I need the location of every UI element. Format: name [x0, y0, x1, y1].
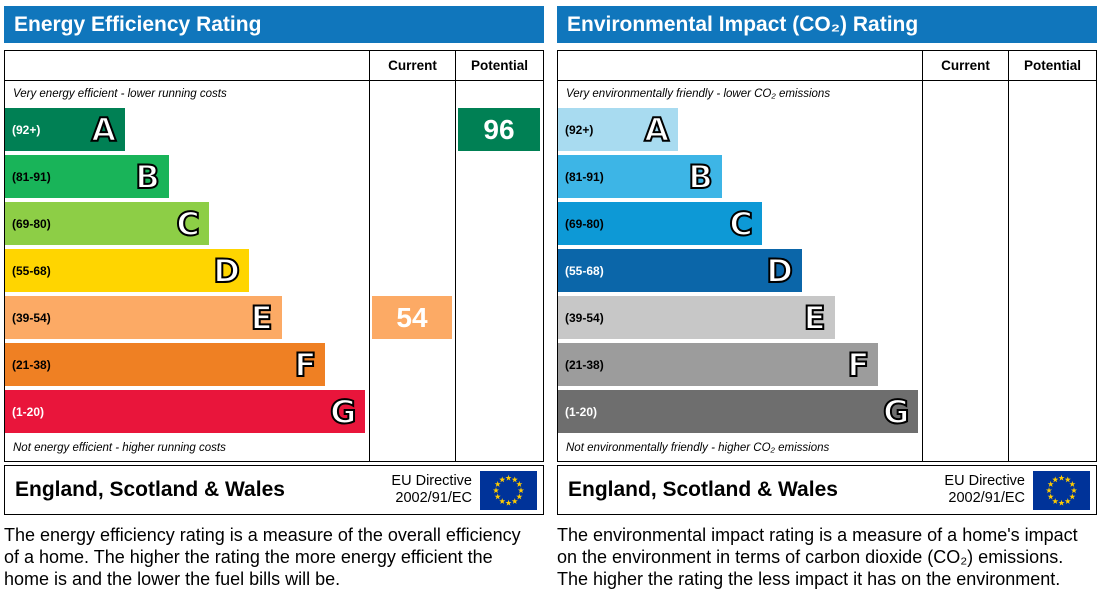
band-bar-b: (81-91) B [5, 155, 169, 198]
band-letter: A [643, 110, 670, 149]
band-letter: D [765, 251, 794, 290]
potential-rating-indicator: 96 [458, 108, 540, 151]
band-letter: C [728, 204, 754, 243]
band-letter: F [293, 345, 317, 384]
band-letter: C [175, 204, 201, 243]
chart-header-spacer [5, 51, 369, 81]
band-range: (69-80) [565, 216, 604, 231]
band-row-e: (39-54) E [558, 294, 922, 341]
energy-efficiency-panel: Energy Efficiency Rating Current Potenti… [4, 6, 544, 590]
band-range: (55-68) [565, 263, 604, 278]
band-range: (39-54) [565, 310, 604, 325]
band-range: (69-80) [12, 216, 51, 231]
potential-column-header: Potential [1008, 51, 1096, 81]
current-column-header: Current [922, 51, 1008, 81]
band-letter: E [250, 298, 274, 337]
band-bar-f: (21-38) F [5, 343, 326, 386]
band-letter: F [846, 345, 870, 384]
band-row-d: (55-68) D [5, 247, 369, 294]
band-bar-e: (39-54) E [5, 296, 282, 339]
band-bar-g: (1-20) G [558, 390, 919, 433]
bottom-note: Not environmentally friendly - higher CO… [566, 442, 830, 454]
environmental-panel-title: Environmental Impact (CO₂) Rating [557, 6, 1097, 43]
band-bar-a: (92+) A [558, 108, 679, 151]
bottom-note: Not energy efficient - higher running co… [13, 442, 226, 454]
eu-flag-icon [480, 470, 537, 510]
band-range: (81-91) [565, 169, 604, 184]
band-range: (92+) [565, 122, 594, 137]
potential-column-divider [1008, 81, 1096, 461]
potential-rating-value: 96 [483, 113, 515, 145]
band-row-f: (21-38) F [558, 341, 922, 388]
band-row-c: (69-80) C [5, 200, 369, 247]
band-row-e: (39-54) E [5, 294, 369, 341]
band-letter: D [212, 251, 241, 290]
band-row-a: (92+) A [5, 106, 369, 153]
region-label: England, Scotland & Wales [15, 478, 285, 501]
band-range: (81-91) [12, 169, 51, 184]
chart-footer: England, Scotland & Wales EU Directive 2… [4, 465, 544, 515]
region-label: England, Scotland & Wales [568, 478, 838, 501]
band-row-b: (81-91) B [5, 153, 369, 200]
band-row-f: (21-38) F [5, 341, 369, 388]
band-row-g: (1-20) G [558, 388, 922, 435]
band-bar-c: (69-80) C [5, 202, 209, 245]
band-letter: G [329, 392, 357, 431]
top-note: Very energy efficient - lower running co… [13, 87, 227, 100]
band-letter: B [687, 157, 713, 196]
band-bar-f: (21-38) F [558, 343, 879, 386]
energy-description: The energy efficiency rating is a measur… [4, 525, 521, 590]
environmental-impact-panel: Environmental Impact (CO₂) Rating Curren… [557, 6, 1097, 590]
environmental-description: The environmental impact rating is a mea… [557, 525, 1078, 590]
chart-footer: England, Scotland & Wales EU Directive 2… [557, 465, 1097, 515]
eu-directive-label: EU Directive 2002/91/EC [944, 472, 1025, 506]
band-range: (1-20) [12, 404, 45, 419]
current-column-divider [369, 81, 455, 461]
band-range: (39-54) [12, 310, 51, 325]
energy-rating-chart: Current Potential Very energy efficient … [4, 50, 544, 462]
band-range: (55-68) [12, 263, 51, 278]
eu-flag-icon [1033, 470, 1090, 510]
band-range: (21-38) [565, 357, 604, 372]
potential-column-divider [455, 81, 543, 461]
band-letter: G [882, 392, 910, 431]
band-bar-d: (55-68) D [558, 249, 802, 292]
potential-column-header: Potential [455, 51, 543, 81]
band-bar-g: (1-20) G [5, 390, 366, 433]
band-range: (21-38) [12, 357, 51, 372]
band-range: (1-20) [565, 404, 598, 419]
band-row-g: (1-20) G [5, 388, 369, 435]
environmental-rating-chart: Current Potential Very environmentally f… [557, 50, 1097, 462]
current-rating-value: 54 [396, 301, 428, 333]
band-letter: E [803, 298, 827, 337]
band-row-b: (81-91) B [558, 153, 922, 200]
current-column-divider [922, 81, 1008, 461]
band-letter: A [90, 110, 117, 149]
band-bar-b: (81-91) B [558, 155, 722, 198]
energy-panel-title: Energy Efficiency Rating [4, 6, 544, 43]
band-bar-d: (55-68) D [5, 249, 249, 292]
current-rating-indicator: 54 [372, 296, 452, 339]
band-row-a: (92+) A [558, 106, 922, 153]
top-note: Very environmentally friendly - lower CO… [566, 87, 831, 100]
band-bar-e: (39-54) E [558, 296, 835, 339]
chart-header-spacer [558, 51, 922, 81]
band-bar-c: (69-80) C [558, 202, 762, 245]
band-bar-a: (92+) A [5, 108, 126, 151]
current-column-header: Current [369, 51, 455, 81]
band-letter: B [134, 157, 160, 196]
band-row-d: (55-68) D [558, 247, 922, 294]
band-row-c: (69-80) C [558, 200, 922, 247]
epc-rating-page: Energy Efficiency Rating Current Potenti… [4, 6, 1097, 590]
band-range: (92+) [12, 122, 41, 137]
eu-directive-label: EU Directive 2002/91/EC [391, 472, 472, 506]
